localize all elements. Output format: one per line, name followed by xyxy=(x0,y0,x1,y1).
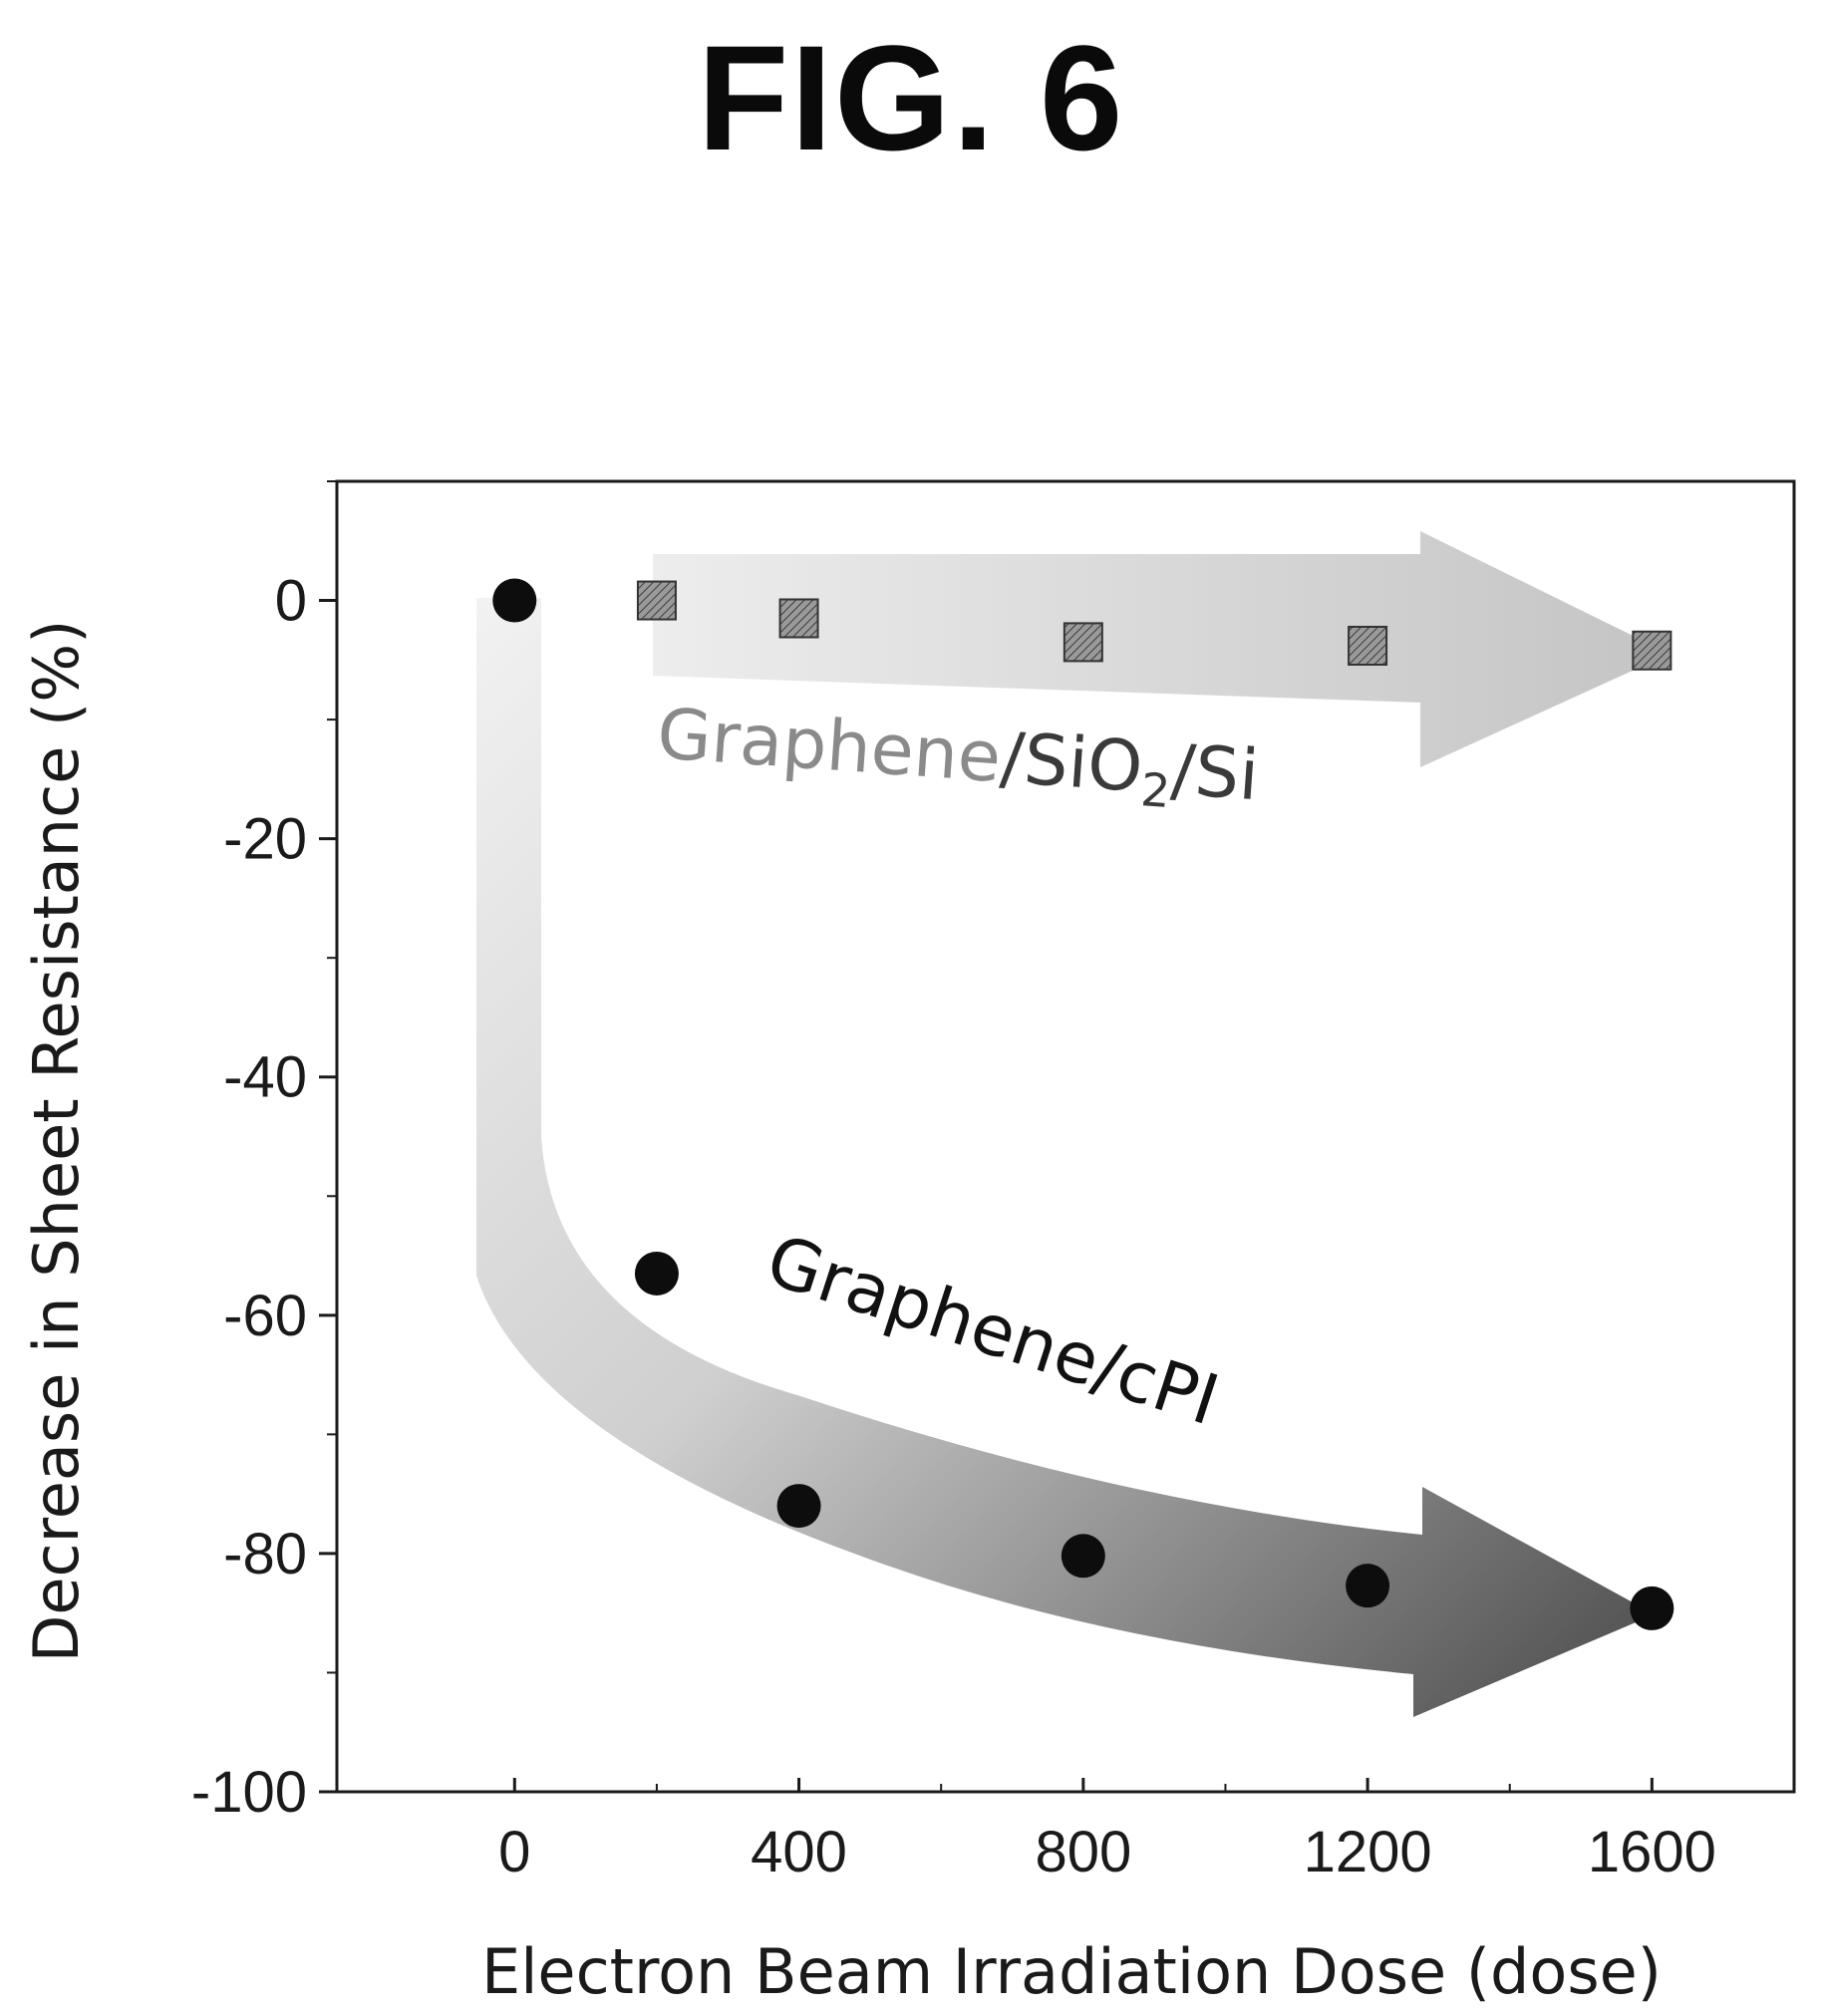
x-tick-label: 1200 xyxy=(1304,1820,1432,1884)
y-tick-label: -20 xyxy=(223,807,307,872)
sio2-trend-arrow xyxy=(653,531,1670,767)
plot-frame xyxy=(335,479,1796,1794)
y-tick-label: 0 xyxy=(275,569,307,634)
data-series xyxy=(492,578,1674,1630)
sio2-data-point xyxy=(1632,630,1672,671)
cpi-data-point xyxy=(1346,1564,1390,1608)
sio2-data-point xyxy=(636,580,677,621)
y-tick-label: -60 xyxy=(223,1284,307,1348)
y-axis-ticks: 0 -20 -40 -60 -80 -100 xyxy=(191,480,337,1825)
sio2-label-subscript: 2 xyxy=(1139,762,1172,818)
plot-border xyxy=(335,479,1796,1794)
x-axis-label: Electron Beam Irradiation Dose (dose) xyxy=(481,1935,1662,2008)
sio2-label-main: Graphene xyxy=(655,693,1004,798)
cpi-data-point xyxy=(776,1484,821,1529)
cpi-data-point xyxy=(1630,1585,1674,1630)
cpi-data-point xyxy=(634,1251,679,1296)
x-tick-label: 1600 xyxy=(1588,1820,1716,1884)
sio2-label-tail: /Si xyxy=(1169,728,1262,816)
y-tick-label: -40 xyxy=(223,1045,307,1110)
y-tick-label: -100 xyxy=(191,1760,307,1825)
cpi-trend-arrow xyxy=(476,598,1655,1717)
sio2-series-label: Graphene/SiO2/Si xyxy=(654,693,1261,824)
y-axis-label: Decrease in Sheet Resistance (%) xyxy=(20,620,93,1663)
y-tick-label: -80 xyxy=(223,1522,307,1586)
x-axis-ticks: 0 400 800 1200 1600 xyxy=(498,1778,1716,1884)
sio2-data-point xyxy=(1348,625,1388,666)
x-tick-label: 0 xyxy=(498,1820,530,1884)
x-tick-label: 400 xyxy=(751,1820,847,1884)
cpi-data-point xyxy=(1061,1534,1105,1579)
x-tick-label: 800 xyxy=(1035,1820,1131,1884)
sio2-data-point xyxy=(778,598,819,639)
cpi-data-point xyxy=(492,578,537,623)
figure-title: FIG. 6 xyxy=(697,14,1125,181)
sio2-data-point xyxy=(1063,622,1103,663)
sio2-label-rest: /SiO xyxy=(998,717,1145,808)
